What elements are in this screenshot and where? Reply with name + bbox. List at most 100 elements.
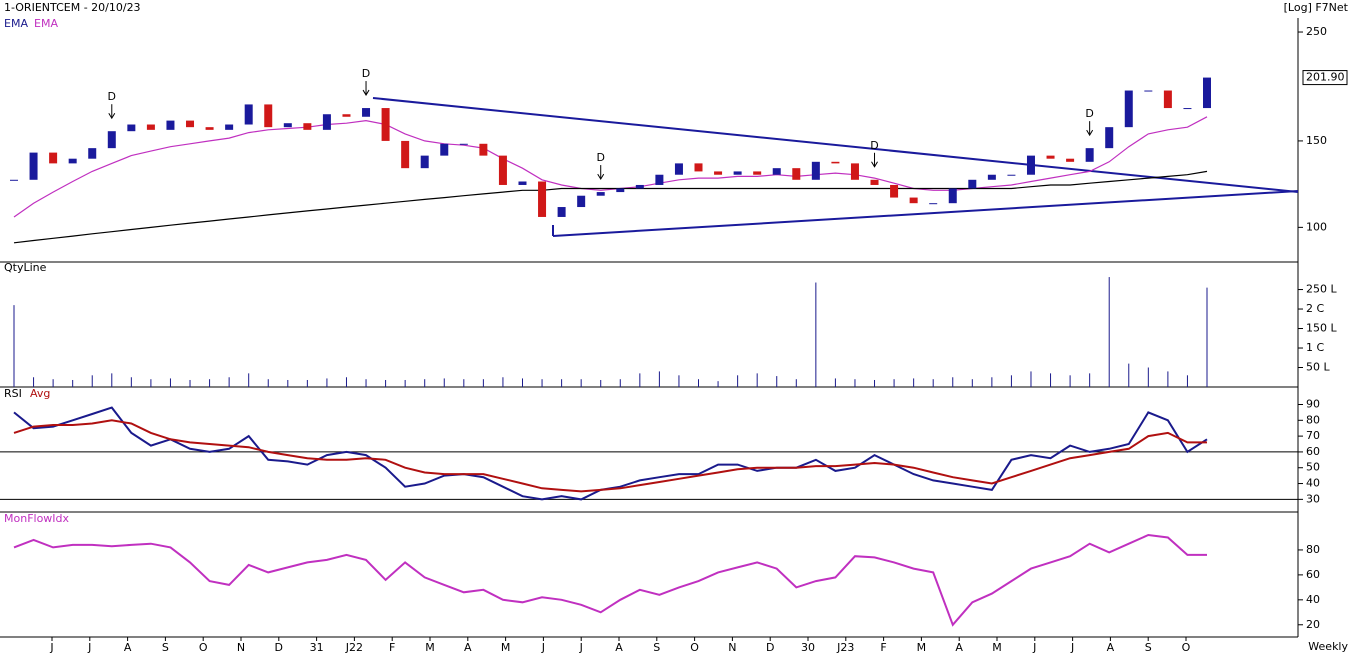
x-tick-label: M — [501, 641, 511, 654]
y-tick-label: 50 — [1306, 461, 1320, 474]
candle — [890, 184, 899, 198]
y-tick-label: 150 — [1306, 134, 1327, 147]
candle — [244, 104, 253, 125]
x-tick-label: D — [766, 641, 774, 654]
price-label-box — [1302, 70, 1348, 86]
legend: Avg — [30, 387, 50, 400]
indicator-line — [13, 170, 1208, 244]
candle — [479, 143, 488, 156]
legend: EMA — [4, 17, 28, 30]
signal-label: D — [108, 90, 116, 103]
x-tick-label: M — [917, 641, 927, 654]
candle — [577, 195, 586, 208]
timeframe: Weekly — [1308, 640, 1348, 653]
candle — [929, 203, 938, 205]
x-tick-label: F — [389, 641, 395, 654]
x-tick-label: N — [728, 641, 736, 654]
x-tick-label: A — [124, 641, 132, 654]
y-tick-label: 250 — [1306, 25, 1327, 38]
candle — [264, 104, 273, 128]
x-tick-label: 31 — [310, 641, 324, 654]
candle — [420, 155, 429, 169]
x-tick-label: M — [425, 641, 435, 654]
signal-label: D — [1085, 107, 1093, 120]
x-tick-label: A — [615, 641, 623, 654]
candle — [655, 174, 664, 185]
y-tick-label: 40 — [1306, 477, 1320, 490]
candle — [1066, 158, 1075, 162]
x-tick-label: J — [49, 641, 53, 654]
signal-arrow — [1086, 129, 1094, 137]
candle — [616, 188, 625, 193]
candle — [811, 161, 820, 180]
y-tick-label: 30 — [1306, 492, 1320, 505]
x-tick-label: A — [464, 641, 472, 654]
candle — [68, 158, 77, 164]
trend-line — [372, 97, 1299, 193]
legend: MonFlowIdx — [4, 512, 70, 525]
y-tick-label: 20 — [1306, 618, 1320, 631]
x-tick-label: O — [199, 641, 208, 654]
candle — [948, 188, 957, 204]
candle — [166, 120, 175, 130]
candle — [753, 171, 762, 175]
x-tick-label: J — [87, 641, 91, 654]
panel-title: QtyLine — [4, 261, 47, 274]
signal-label: D — [870, 139, 878, 152]
candle — [1046, 155, 1055, 159]
candle — [1124, 90, 1133, 128]
indicator-line — [13, 406, 1208, 501]
candle — [1007, 174, 1016, 176]
candle — [146, 124, 155, 130]
y-tick-label: 90 — [1306, 397, 1320, 410]
candle — [186, 120, 195, 128]
candle — [342, 114, 351, 117]
y-tick-label: 60 — [1306, 445, 1320, 458]
x-tick-label: J — [1070, 641, 1074, 654]
candle — [870, 179, 879, 185]
x-tick-label: S — [1145, 641, 1152, 654]
indicator-line — [13, 419, 1207, 493]
candle — [322, 114, 331, 130]
signal-arrow — [597, 173, 605, 181]
candle — [538, 181, 547, 217]
signal-arrow — [108, 112, 116, 120]
x-tick-label: O — [1182, 641, 1191, 654]
candle — [205, 127, 214, 130]
candle — [10, 179, 18, 181]
y-tick-label: 2 C — [1306, 302, 1324, 315]
candle — [1026, 155, 1035, 175]
legend: EMA — [34, 17, 58, 30]
x-tick-label: D — [275, 641, 283, 654]
candle — [596, 192, 605, 196]
y-tick-label: 50 L — [1306, 361, 1330, 374]
candle — [1085, 148, 1094, 162]
candle — [401, 140, 410, 169]
candle — [49, 152, 58, 164]
candle — [635, 184, 644, 189]
candle — [362, 108, 371, 117]
x-tick-label: N — [237, 641, 245, 654]
trend-line — [552, 190, 1299, 237]
signal-arrow — [871, 161, 878, 168]
candle — [498, 155, 507, 185]
x-tick-label: J23 — [836, 641, 854, 654]
chart-title: 1-ORIENTCEM - 20/10/23 — [4, 1, 141, 14]
candle — [557, 207, 566, 217]
candle — [694, 163, 703, 172]
y-tick-label: 1 C — [1306, 341, 1324, 354]
indicator-line — [13, 533, 1207, 627]
x-tick-label: 30 — [801, 641, 815, 654]
x-tick-label: A — [1107, 641, 1115, 654]
candle — [303, 123, 312, 130]
candle — [987, 174, 996, 180]
candle — [518, 181, 527, 185]
candle — [792, 168, 801, 180]
signal-label: D — [596, 151, 604, 164]
x-tick-label: J — [1032, 641, 1036, 654]
candle — [1183, 108, 1192, 110]
candle — [283, 123, 292, 128]
x-tick-label: M — [992, 641, 1002, 654]
candle — [714, 171, 723, 175]
